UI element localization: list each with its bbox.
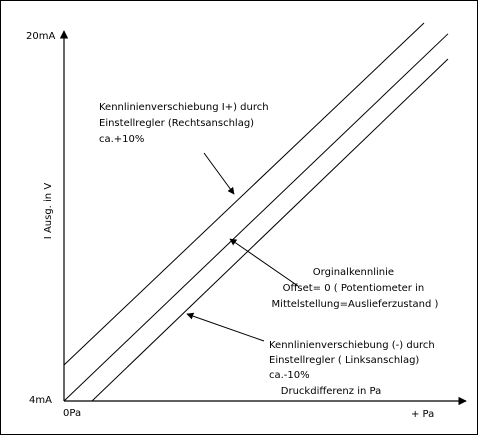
- annotation-lower-line-2: Einstellregler ( Linksanschlag): [269, 355, 419, 366]
- leader-arrow-upper: [203, 152, 235, 195]
- annotation-middle: Orginalkennlinie Offset= 0 ( Potentiomet…: [272, 267, 439, 310]
- annotation-upper-line-1: Kennlinienverschiebung I+) durch: [99, 102, 269, 113]
- series-line-3: [91, 58, 449, 402]
- y-axis-label: I Ausg. in V: [43, 183, 54, 240]
- annotation-middle-line-3: Mittelstellung=Auslieferzustand ): [272, 299, 439, 310]
- annotation-upper: Kennlinienverschiebung I+) durch Einstel…: [99, 102, 272, 145]
- leader-arrow-lower: [186, 312, 265, 342]
- y-tick-max: 20mA: [26, 31, 55, 42]
- series-layer: [63, 22, 449, 402]
- annotation-lower: Kennlinienverschiebung (-) durch Einstel…: [269, 340, 438, 381]
- x-tick-min: 0Pa: [63, 408, 81, 419]
- y-tick-min: 4mA: [29, 395, 52, 406]
- series-line-1: [63, 22, 425, 366]
- x-axis-label: Druckdifferenz in Pa: [281, 386, 381, 397]
- leader-arrow-middle: [229, 238, 299, 287]
- x-tick-max: + Pa: [411, 409, 434, 420]
- annotation-middle-line-2: Offset= 0 ( Potentiometer in: [283, 283, 425, 294]
- annotation-middle-line-1: Orginalkennlinie: [313, 267, 394, 278]
- annotation-upper-line-3: ca.+10%: [99, 134, 144, 145]
- annotation-upper-line-2: Einstellregler (Rechtsanschlag): [99, 118, 254, 129]
- annotation-lower-line-1: Kennlinienverschiebung (-) durch: [269, 340, 435, 351]
- series-line-2: [63, 33, 449, 402]
- annotation-lower-line-3: ca.-10%: [269, 370, 310, 381]
